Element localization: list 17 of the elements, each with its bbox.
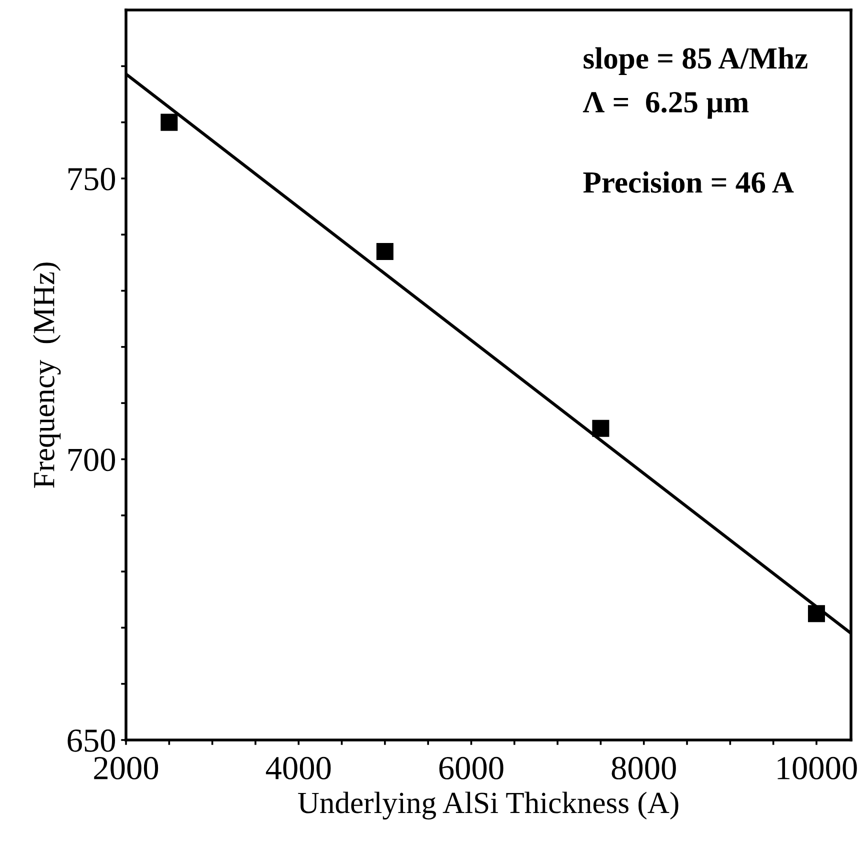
- x-axis-title: Underlying AlSi Thickness (A): [298, 792, 678, 820]
- y-tick-label: 750: [68, 168, 116, 190]
- point: [376, 242, 394, 260]
- point: [592, 420, 610, 437]
- x-tick-label: 6000: [439, 756, 504, 780]
- x-tick-label: 4000: [266, 756, 331, 780]
- y-tick-label: 650: [68, 729, 116, 752]
- x-tick-label: 2000: [94, 756, 158, 780]
- annotation: slope = 85 A/Mhz: [584, 47, 808, 75]
- annotation: Λ = 6.25 µm: [582, 92, 749, 119]
- point: [160, 114, 178, 131]
- y-axis-title: Frequency (MHz): [32, 262, 61, 488]
- annotation: Precision = 46 A: [583, 171, 794, 193]
- x-tick-label: 8000: [612, 756, 676, 780]
- x-tick-label: 10000: [778, 756, 857, 780]
- y-tick-label: 700: [68, 448, 116, 472]
- point: [808, 605, 825, 622]
